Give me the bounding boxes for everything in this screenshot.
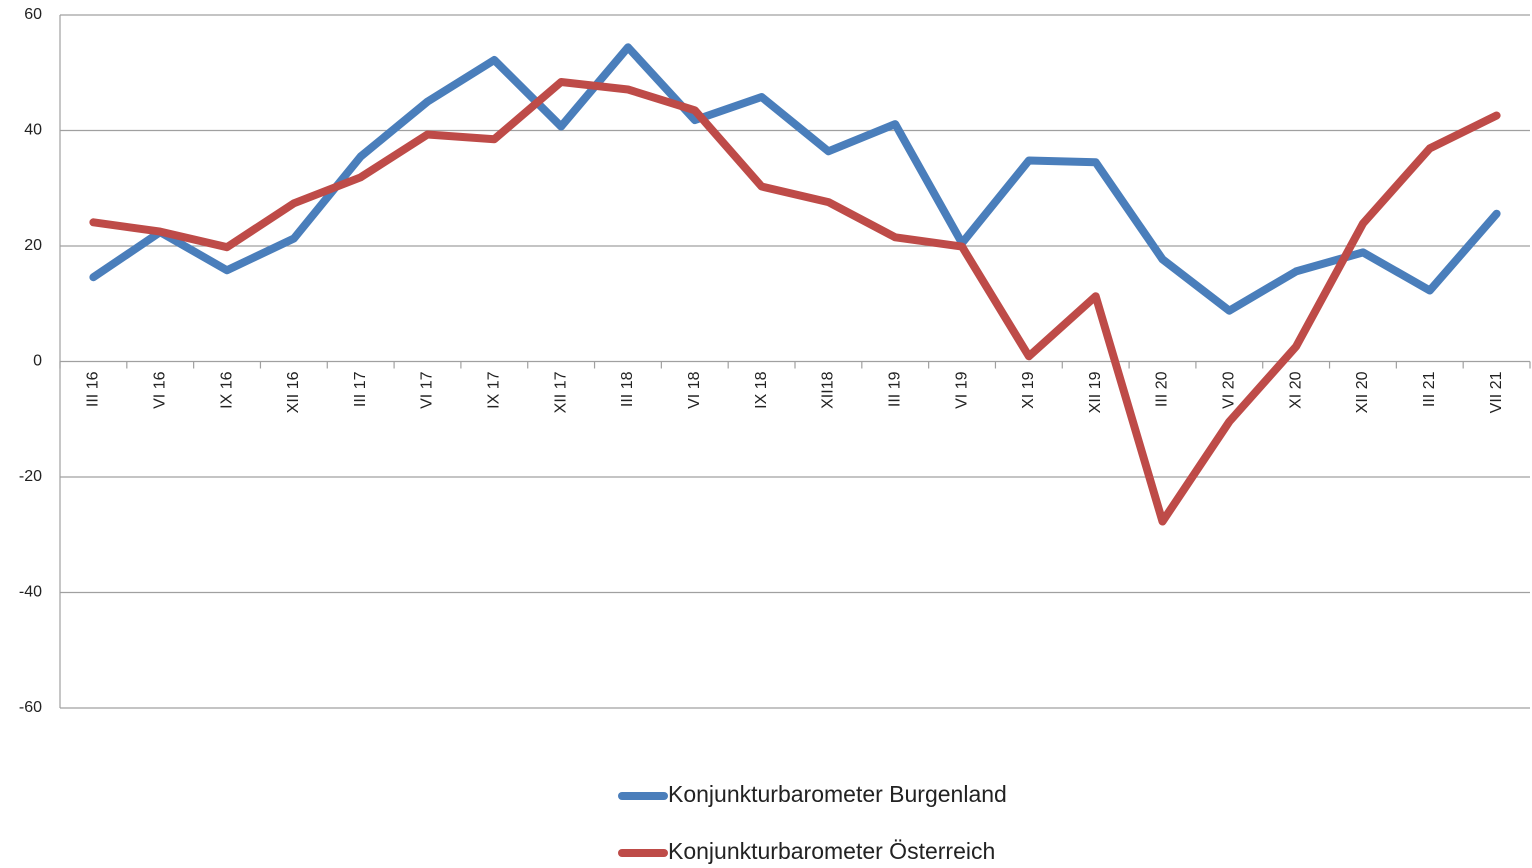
- x-tick-label: III 18: [619, 371, 636, 407]
- x-tick-label: III 20: [1154, 371, 1171, 407]
- x-tick-label: VI 16: [151, 371, 168, 408]
- x-tick-label: III 16: [85, 371, 102, 407]
- y-tick-label: 40: [24, 122, 42, 139]
- x-tick-label: III 17: [352, 371, 369, 407]
- y-tick-label: 60: [24, 6, 42, 23]
- x-tick-label: XI 19: [1020, 371, 1037, 408]
- x-tick-label: XII 20: [1354, 371, 1371, 413]
- x-tick-label: VI 20: [1221, 371, 1238, 408]
- x-tick-label: IX 18: [753, 371, 770, 408]
- x-tick-label: IX 17: [486, 371, 503, 408]
- y-tick-label: -20: [19, 468, 42, 485]
- y-tick-label: 0: [33, 353, 42, 370]
- legend-label: Konjunkturbarometer Österreich: [668, 838, 995, 864]
- x-tick-label: IX 16: [218, 371, 235, 408]
- y-tick-label: 20: [24, 237, 42, 254]
- x-tick-label: III 19: [886, 371, 903, 407]
- x-tick-label: XII 19: [1087, 371, 1104, 413]
- x-tick-label: VI 17: [419, 371, 436, 408]
- y-tick-label: -60: [19, 699, 42, 716]
- x-tick-label: XII18: [820, 371, 837, 408]
- x-tick-label: VI 18: [686, 371, 703, 408]
- x-tick-label: XI 20: [1287, 371, 1304, 408]
- x-tick-label: III 21: [1421, 371, 1438, 407]
- x-tick-label: XII 16: [285, 371, 302, 413]
- series-line: [89, 78, 1501, 526]
- series-line: [89, 43, 1501, 315]
- x-tick-label: XII 17: [552, 371, 569, 413]
- y-tick-label: -40: [19, 584, 42, 601]
- x-tick-label: VI 19: [953, 371, 970, 408]
- x-tick-label: VII 21: [1488, 371, 1505, 413]
- legend-label: Konjunkturbarometer Burgenland: [668, 781, 1007, 807]
